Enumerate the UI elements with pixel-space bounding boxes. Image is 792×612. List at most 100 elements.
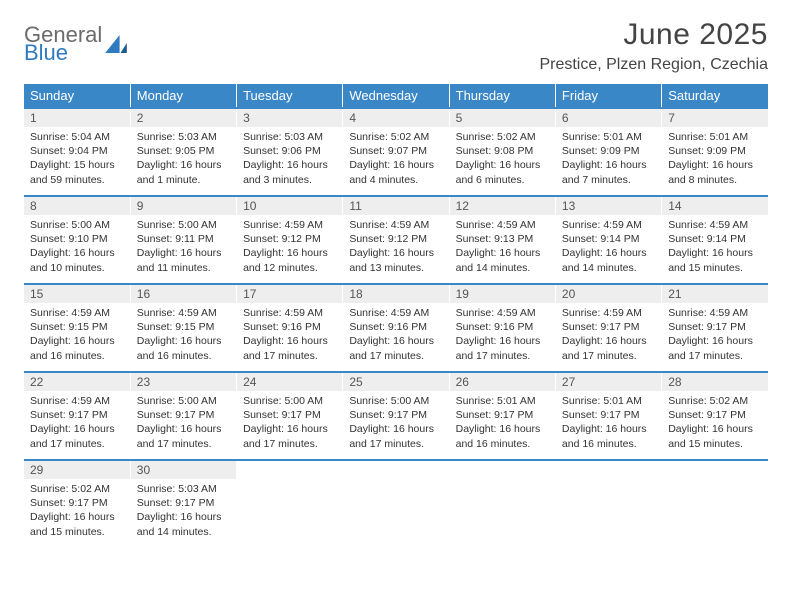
calendar-row: 1Sunrise: 5:04 AMSunset: 9:04 PMDaylight… <box>24 108 768 196</box>
calendar-cell: 19Sunrise: 4:59 AMSunset: 9:16 PMDayligh… <box>449 284 555 372</box>
day-content: Sunrise: 4:59 AMSunset: 9:15 PMDaylight:… <box>24 303 130 369</box>
day-content: Sunrise: 5:00 AMSunset: 9:11 PMDaylight:… <box>131 215 236 281</box>
calendar-cell: 29Sunrise: 5:02 AMSunset: 9:17 PMDayligh… <box>24 460 130 548</box>
calendar-cell: 4Sunrise: 5:02 AMSunset: 9:07 PMDaylight… <box>343 108 449 196</box>
calendar-row: 8Sunrise: 5:00 AMSunset: 9:10 PMDaylight… <box>24 196 768 284</box>
logo-sail-icon <box>105 35 127 53</box>
day-number: 8 <box>24 197 130 215</box>
location: Prestice, Plzen Region, Czechia <box>539 56 768 74</box>
day-content: Sunrise: 5:02 AMSunset: 9:17 PMDaylight:… <box>662 391 768 457</box>
calendar-cell: 12Sunrise: 4:59 AMSunset: 9:13 PMDayligh… <box>449 196 555 284</box>
day-content: Sunrise: 5:01 AMSunset: 9:17 PMDaylight:… <box>556 391 661 457</box>
day-content: Sunrise: 4:59 AMSunset: 9:16 PMDaylight:… <box>237 303 342 369</box>
calendar-cell <box>449 460 555 548</box>
day-number: 17 <box>237 285 342 303</box>
calendar-cell <box>343 460 449 548</box>
weekday-tuesday: Tuesday <box>237 84 343 108</box>
calendar-cell: 30Sunrise: 5:03 AMSunset: 9:17 PMDayligh… <box>130 460 236 548</box>
day-content: Sunrise: 5:00 AMSunset: 9:17 PMDaylight:… <box>237 391 342 457</box>
calendar-cell <box>237 460 343 548</box>
calendar-cell: 5Sunrise: 5:02 AMSunset: 9:08 PMDaylight… <box>449 108 555 196</box>
day-number: 18 <box>343 285 448 303</box>
weekday-monday: Monday <box>130 84 236 108</box>
day-number: 10 <box>237 197 342 215</box>
day-number: 15 <box>24 285 130 303</box>
day-number: 11 <box>343 197 448 215</box>
day-content: Sunrise: 5:02 AMSunset: 9:17 PMDaylight:… <box>24 479 130 545</box>
calendar-cell: 21Sunrise: 4:59 AMSunset: 9:17 PMDayligh… <box>662 284 768 372</box>
day-content: Sunrise: 4:59 AMSunset: 9:17 PMDaylight:… <box>556 303 661 369</box>
day-content: Sunrise: 5:03 AMSunset: 9:05 PMDaylight:… <box>131 127 236 193</box>
title-block: June 2025 Prestice, Plzen Region, Czechi… <box>539 18 768 74</box>
day-content: Sunrise: 4:59 AMSunset: 9:14 PMDaylight:… <box>662 215 768 281</box>
day-number: 12 <box>450 197 555 215</box>
day-number: 23 <box>131 373 236 391</box>
day-content: Sunrise: 4:59 AMSunset: 9:15 PMDaylight:… <box>131 303 236 369</box>
calendar-cell: 20Sunrise: 4:59 AMSunset: 9:17 PMDayligh… <box>555 284 661 372</box>
weekday-saturday: Saturday <box>662 84 768 108</box>
day-content: Sunrise: 4:59 AMSunset: 9:12 PMDaylight:… <box>343 215 448 281</box>
day-number: 20 <box>556 285 661 303</box>
day-content: Sunrise: 5:02 AMSunset: 9:07 PMDaylight:… <box>343 127 448 193</box>
day-number: 22 <box>24 373 130 391</box>
calendar-row: 22Sunrise: 4:59 AMSunset: 9:17 PMDayligh… <box>24 372 768 460</box>
weekday-sunday: Sunday <box>24 84 130 108</box>
calendar-cell: 16Sunrise: 4:59 AMSunset: 9:15 PMDayligh… <box>130 284 236 372</box>
day-content: Sunrise: 5:03 AMSunset: 9:17 PMDaylight:… <box>131 479 236 545</box>
day-number: 21 <box>662 285 768 303</box>
day-number: 14 <box>662 197 768 215</box>
calendar-cell: 9Sunrise: 5:00 AMSunset: 9:11 PMDaylight… <box>130 196 236 284</box>
day-content: Sunrise: 4:59 AMSunset: 9:12 PMDaylight:… <box>237 215 342 281</box>
calendar-cell: 10Sunrise: 4:59 AMSunset: 9:12 PMDayligh… <box>237 196 343 284</box>
day-content: Sunrise: 5:01 AMSunset: 9:17 PMDaylight:… <box>450 391 555 457</box>
day-number: 29 <box>24 461 130 479</box>
logo: General Blue <box>24 18 127 64</box>
day-number: 30 <box>131 461 236 479</box>
calendar-cell: 27Sunrise: 5:01 AMSunset: 9:17 PMDayligh… <box>555 372 661 460</box>
calendar-cell: 1Sunrise: 5:04 AMSunset: 9:04 PMDaylight… <box>24 108 130 196</box>
day-number: 3 <box>237 109 342 127</box>
day-number: 25 <box>343 373 448 391</box>
day-number: 7 <box>662 109 768 127</box>
day-content: Sunrise: 4:59 AMSunset: 9:16 PMDaylight:… <box>450 303 555 369</box>
calendar-cell: 11Sunrise: 4:59 AMSunset: 9:12 PMDayligh… <box>343 196 449 284</box>
day-content: Sunrise: 5:01 AMSunset: 9:09 PMDaylight:… <box>556 127 661 193</box>
day-content: Sunrise: 5:00 AMSunset: 9:17 PMDaylight:… <box>131 391 236 457</box>
calendar-cell: 7Sunrise: 5:01 AMSunset: 9:09 PMDaylight… <box>662 108 768 196</box>
day-content: Sunrise: 5:01 AMSunset: 9:09 PMDaylight:… <box>662 127 768 193</box>
day-number: 27 <box>556 373 661 391</box>
month-title: June 2025 <box>539 18 768 52</box>
day-content: Sunrise: 4:59 AMSunset: 9:17 PMDaylight:… <box>662 303 768 369</box>
day-content: Sunrise: 4:59 AMSunset: 9:16 PMDaylight:… <box>343 303 448 369</box>
calendar-cell: 25Sunrise: 5:00 AMSunset: 9:17 PMDayligh… <box>343 372 449 460</box>
calendar-cell: 22Sunrise: 4:59 AMSunset: 9:17 PMDayligh… <box>24 372 130 460</box>
calendar-row: 29Sunrise: 5:02 AMSunset: 9:17 PMDayligh… <box>24 460 768 548</box>
day-number: 26 <box>450 373 555 391</box>
day-content: Sunrise: 5:03 AMSunset: 9:06 PMDaylight:… <box>237 127 342 193</box>
weekday-header-row: SundayMondayTuesdayWednesdayThursdayFrid… <box>24 84 768 108</box>
calendar-cell: 13Sunrise: 4:59 AMSunset: 9:14 PMDayligh… <box>555 196 661 284</box>
calendar-cell <box>555 460 661 548</box>
day-content: Sunrise: 5:04 AMSunset: 9:04 PMDaylight:… <box>24 127 130 193</box>
day-content: Sunrise: 5:00 AMSunset: 9:17 PMDaylight:… <box>343 391 448 457</box>
calendar-cell: 18Sunrise: 4:59 AMSunset: 9:16 PMDayligh… <box>343 284 449 372</box>
calendar-cell: 23Sunrise: 5:00 AMSunset: 9:17 PMDayligh… <box>130 372 236 460</box>
calendar-cell: 26Sunrise: 5:01 AMSunset: 9:17 PMDayligh… <box>449 372 555 460</box>
calendar-cell: 3Sunrise: 5:03 AMSunset: 9:06 PMDaylight… <box>237 108 343 196</box>
calendar-cell <box>662 460 768 548</box>
calendar-cell: 6Sunrise: 5:01 AMSunset: 9:09 PMDaylight… <box>555 108 661 196</box>
day-content: Sunrise: 5:02 AMSunset: 9:08 PMDaylight:… <box>450 127 555 193</box>
weekday-wednesday: Wednesday <box>343 84 449 108</box>
logo-line2: Blue <box>24 40 68 65</box>
calendar-cell: 17Sunrise: 4:59 AMSunset: 9:16 PMDayligh… <box>237 284 343 372</box>
weekday-thursday: Thursday <box>449 84 555 108</box>
day-content: Sunrise: 4:59 AMSunset: 9:17 PMDaylight:… <box>24 391 130 457</box>
calendar-cell: 24Sunrise: 5:00 AMSunset: 9:17 PMDayligh… <box>237 372 343 460</box>
day-number: 28 <box>662 373 768 391</box>
day-number: 16 <box>131 285 236 303</box>
day-number: 6 <box>556 109 661 127</box>
calendar-cell: 14Sunrise: 4:59 AMSunset: 9:14 PMDayligh… <box>662 196 768 284</box>
day-content: Sunrise: 4:59 AMSunset: 9:14 PMDaylight:… <box>556 215 661 281</box>
day-number: 19 <box>450 285 555 303</box>
calendar-cell: 15Sunrise: 4:59 AMSunset: 9:15 PMDayligh… <box>24 284 130 372</box>
